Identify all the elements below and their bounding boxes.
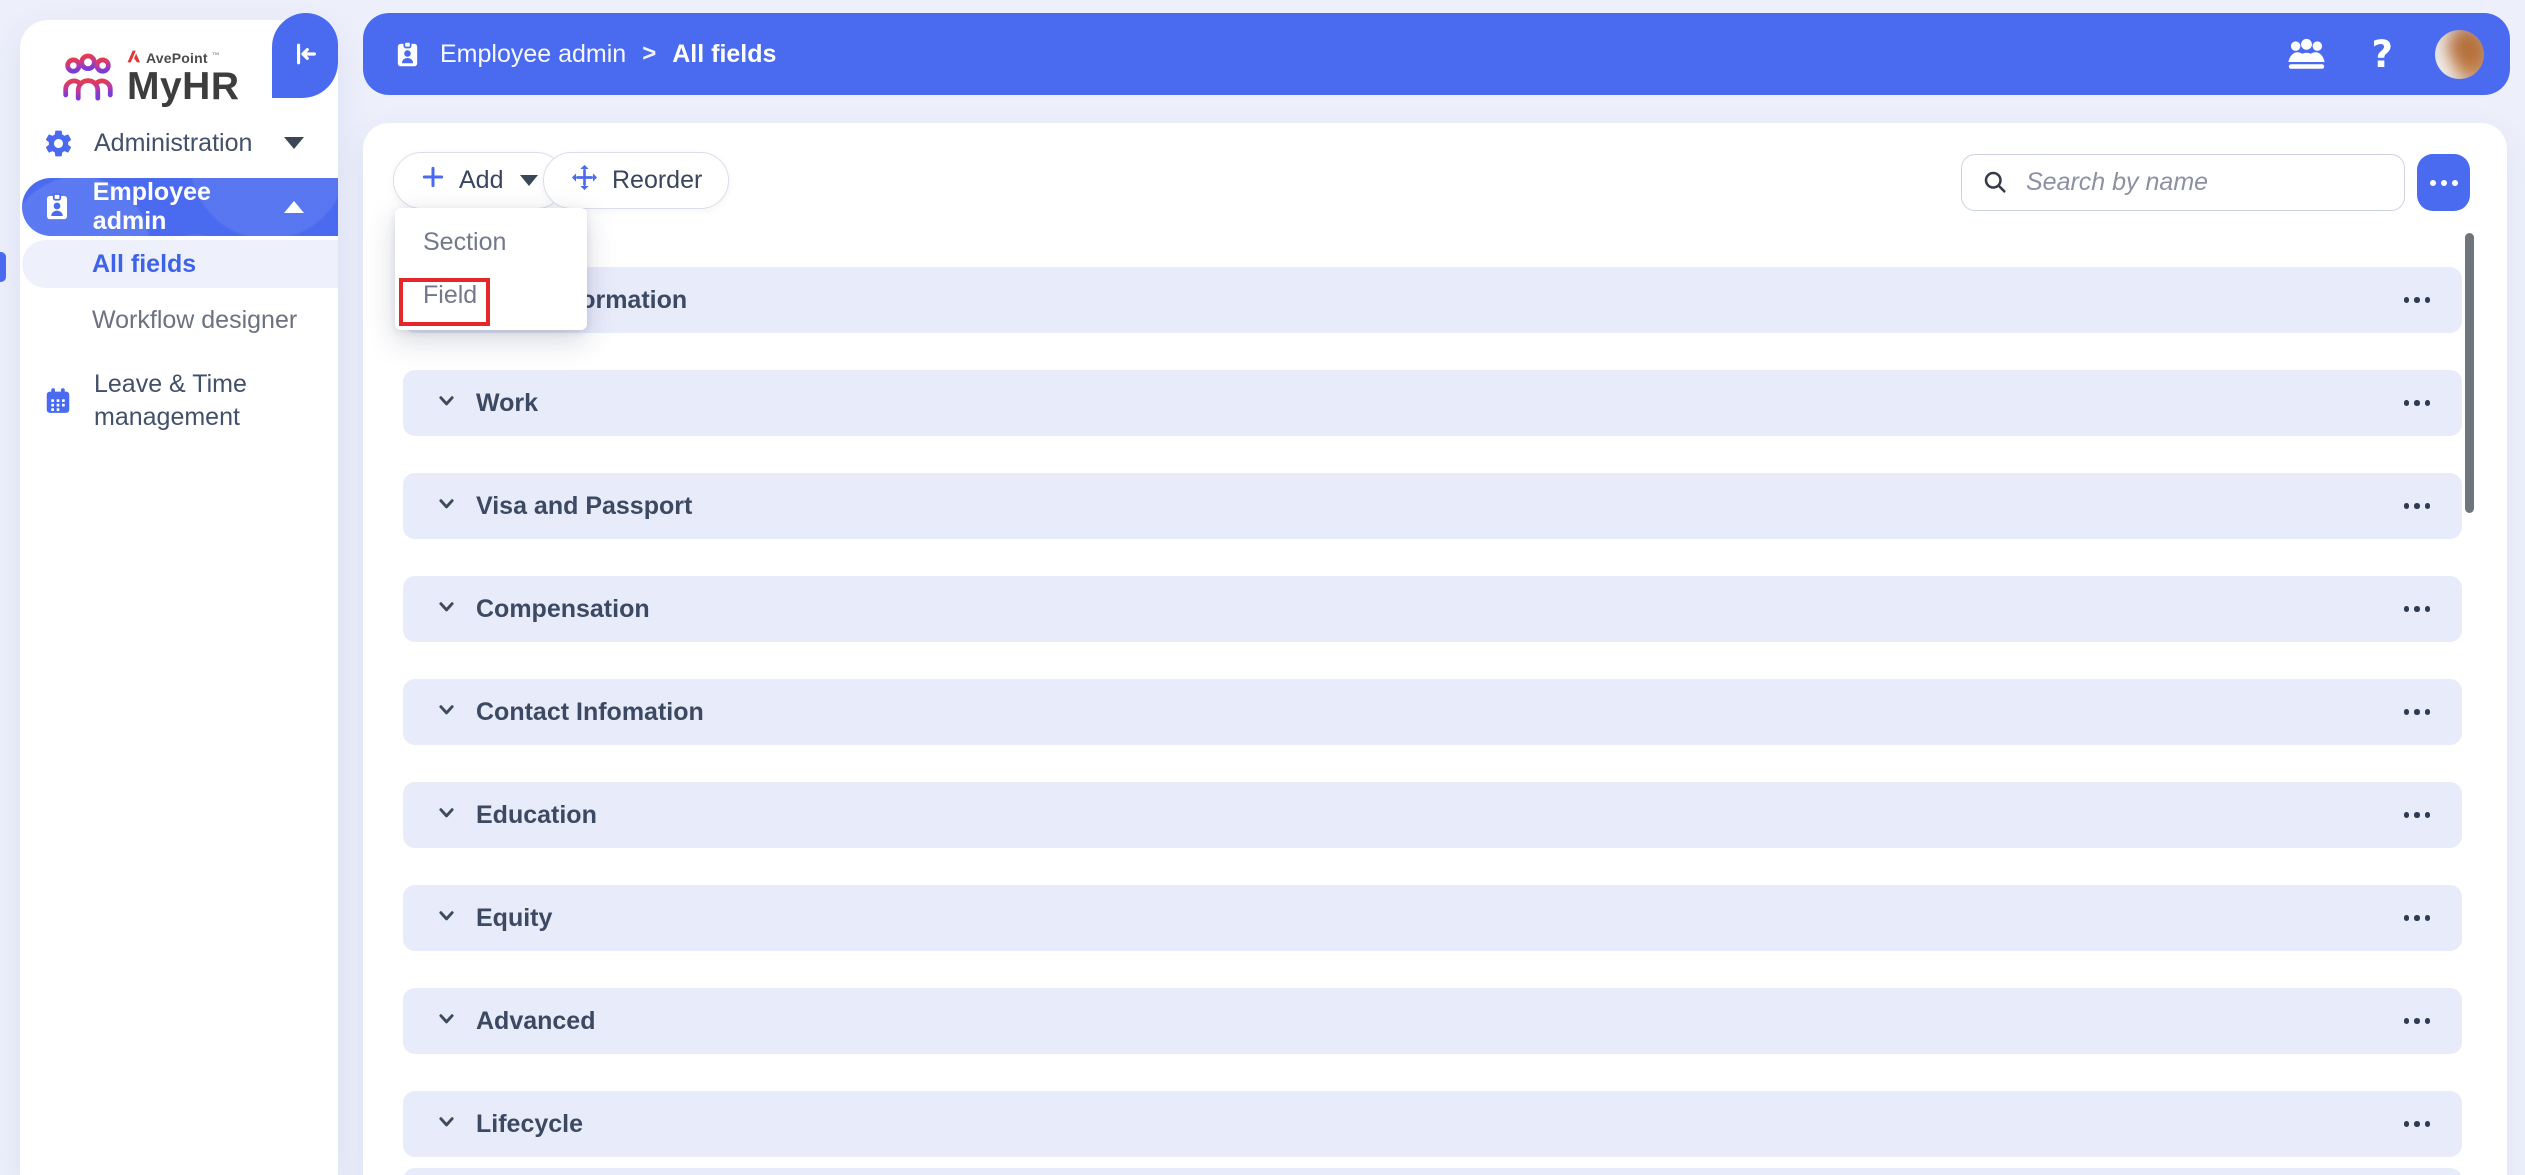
chevron-down-icon[interactable]: [433, 902, 460, 934]
brand: AvePoint ™ MyHR: [42, 50, 322, 110]
active-nav-indicator: [0, 252, 6, 282]
sidebar-subitem-label: Workflow designer: [92, 305, 298, 334]
badge-icon: [393, 40, 422, 69]
plus-icon: [420, 164, 446, 197]
chevron-up-icon: [284, 201, 304, 213]
section-row-partial[interactable]: [403, 1168, 2462, 1175]
breadcrumb-current-all-fields: All fields: [672, 39, 777, 68]
sidebar-subitem-label: All fields: [92, 249, 197, 278]
sidebar-item-employee-admin[interactable]: Employee admin: [22, 178, 338, 236]
sidebar-item-label: Administration: [94, 128, 253, 157]
section-title: Equity: [476, 903, 553, 932]
sidebar-subitem-all-fields[interactable]: All fields: [22, 240, 338, 288]
sidebar-item-label: Employee admin: [92, 178, 211, 235]
section-row-basic-information[interactable]: Basic Information: [403, 267, 2462, 333]
avepoint-logo: AvePoint ™: [127, 50, 240, 66]
calendar-icon: [42, 386, 74, 416]
menu-item-field[interactable]: Field: [423, 281, 478, 309]
vertical-scrollbar-thumb[interactable]: [2465, 233, 2474, 513]
section-row-education[interactable]: Education: [403, 782, 2462, 848]
collapse-sidebar-button[interactable]: [272, 13, 338, 98]
section-menu-button[interactable]: [2400, 598, 2435, 620]
team-members-button[interactable]: [2283, 34, 2330, 75]
reorder-button-label: Reorder: [612, 166, 703, 194]
section-title: Advanced: [476, 1006, 596, 1035]
add-button-label: Add: [459, 166, 504, 194]
section-menu-button[interactable]: [2400, 289, 2435, 311]
section-menu-button[interactable]: [2400, 701, 2435, 723]
breadcrumb-employee-admin[interactable]: Employee admin: [440, 39, 627, 68]
breadcrumb-separator: >: [642, 40, 657, 67]
chevron-down-icon: [520, 175, 539, 186]
people-group-icon: [2283, 34, 2330, 75]
chevron-down-icon: [284, 137, 304, 149]
sidebar: AvePoint ™ MyHR Administration Employee …: [20, 20, 338, 1175]
section-row-lifecycle[interactable]: Lifecycle: [403, 1091, 2462, 1157]
collapse-arrow-icon: [291, 40, 319, 71]
menu-item-section[interactable]: Section: [423, 228, 507, 256]
all-fields-panel: Add Reorder Basic Information: [363, 123, 2507, 1175]
section-title: Contact Infomation: [476, 697, 704, 726]
sidebar-item-administration[interactable]: Administration: [22, 116, 338, 170]
product-name: MyHR: [127, 65, 240, 108]
top-header-bar: Employee admin > All fields ?: [363, 13, 2510, 95]
section-menu-button[interactable]: [2400, 495, 2435, 517]
gear-icon: [42, 128, 74, 159]
section-title: Lifecycle: [476, 1109, 584, 1138]
myhr-people-logo-icon: [60, 52, 116, 107]
chevron-down-icon[interactable]: [433, 1005, 460, 1037]
sidebar-subitem-workflow-designer[interactable]: Workflow designer: [22, 298, 338, 342]
chevron-down-icon[interactable]: [433, 593, 460, 625]
section-menu-button[interactable]: [2400, 1010, 2435, 1032]
section-menu-button[interactable]: [2400, 1113, 2435, 1135]
chevron-down-icon[interactable]: [433, 1108, 460, 1140]
avepoint-mark-icon: [127, 50, 142, 66]
reorder-button[interactable]: Reorder: [543, 152, 730, 209]
avepoint-company-name: AvePoint: [146, 50, 208, 66]
move-arrows-icon: [570, 163, 599, 199]
more-actions-button[interactable]: [2417, 154, 2470, 211]
sidebar-item-leave-time-management[interactable]: Leave & Time management: [22, 356, 338, 446]
sidebar-item-label: Leave & Time management: [94, 370, 247, 431]
section-row-advanced[interactable]: Advanced: [403, 988, 2462, 1054]
chevron-down-icon[interactable]: [433, 387, 460, 419]
badge-icon: [42, 192, 73, 222]
ellipsis-icon: [2429, 179, 2436, 186]
add-button[interactable]: Add: [393, 152, 566, 209]
search-input[interactable]: [1961, 154, 2405, 211]
section-menu-button[interactable]: [2400, 392, 2435, 414]
section-row-work[interactable]: Work: [403, 370, 2462, 436]
add-dropdown-menu: Section Field: [395, 208, 587, 330]
chevron-down-icon[interactable]: [433, 490, 460, 522]
section-menu-button[interactable]: [2400, 804, 2435, 826]
trademark: ™: [211, 51, 220, 60]
chevron-down-icon[interactable]: [433, 696, 460, 728]
avatar-image: [2435, 29, 2484, 79]
section-row-visa-passport[interactable]: Visa and Passport: [403, 473, 2462, 539]
help-button[interactable]: ?: [2371, 32, 2393, 76]
section-menu-button[interactable]: [2400, 907, 2435, 929]
section-title: Education: [476, 800, 597, 829]
search-box: [1961, 154, 2405, 211]
section-title: Visa and Passport: [476, 491, 693, 520]
section-row-contact-infomation[interactable]: Contact Infomation: [403, 679, 2462, 745]
user-avatar[interactable]: [2435, 29, 2484, 79]
section-title: Work: [476, 388, 539, 417]
section-title: Compensation: [476, 594, 650, 623]
chevron-down-icon[interactable]: [433, 799, 460, 831]
section-row-equity[interactable]: Equity: [403, 885, 2462, 951]
section-row-compensation[interactable]: Compensation: [403, 576, 2462, 642]
